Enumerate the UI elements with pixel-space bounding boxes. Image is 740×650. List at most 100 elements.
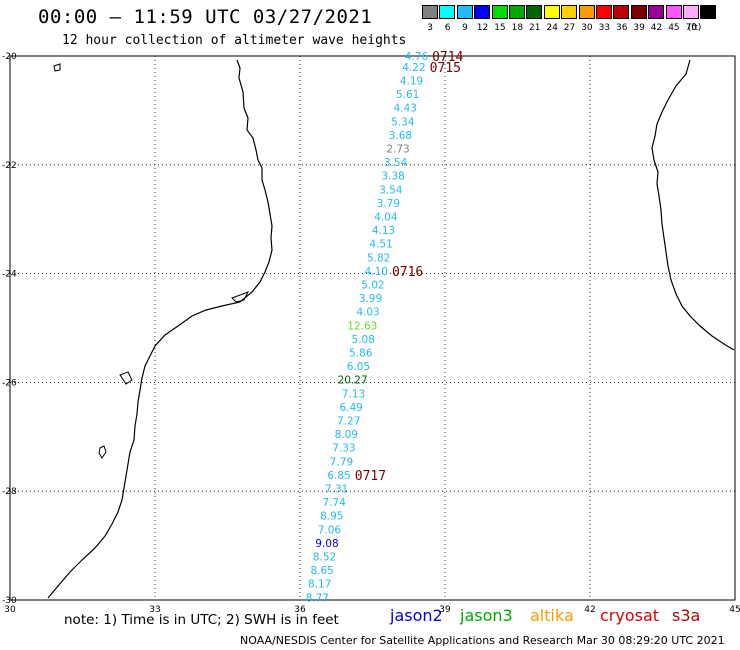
satellite-jason2-label: jason2 <box>390 606 443 625</box>
inland-lake <box>119 371 133 385</box>
swh-value: 7.06 <box>318 524 342 536</box>
legend-swatch <box>700 5 717 19</box>
legend-swatch <box>648 5 665 19</box>
swh-value: 4.22 <box>402 62 425 74</box>
satellite-track: 4.764.224.195.614.435.343.682.733.543.38… <box>306 50 464 604</box>
axis-ticks: 30 33 36 39 42 45 -20 -22 -24 -26 -28 -30 <box>2 52 740 615</box>
legend-swatch <box>613 5 630 19</box>
legend-swatch <box>456 5 473 19</box>
legend-label: 39 <box>633 23 645 33</box>
satellite-jason3-label: jason3 <box>460 606 513 625</box>
swh-value: 8.77 <box>306 592 329 604</box>
swh-value: 2.73 <box>386 143 409 155</box>
legend-label: 30 <box>581 23 593 33</box>
swh-value: 5.08 <box>352 334 375 346</box>
swh-value: 7.33 <box>332 443 355 455</box>
map-subtitle: 12 hour collection of altimeter wave hei… <box>62 33 407 48</box>
swh-value: 4.13 <box>372 225 395 237</box>
swh-value: 4.04 <box>374 211 398 223</box>
time-label: 0715 <box>430 61 461 76</box>
swh-value: 3.79 <box>377 198 400 210</box>
legend-swatch <box>526 5 543 19</box>
swh-value: 5.61 <box>396 89 419 101</box>
lat-tick-label: -26 <box>2 378 17 388</box>
swh-value: 7.13 <box>342 388 365 400</box>
legend-label: 21 <box>529 23 541 33</box>
legend-swatch <box>543 5 560 19</box>
africa-coastline <box>47 59 273 599</box>
legend-label: 70 <box>685 23 698 33</box>
legend-swatch <box>630 5 647 19</box>
lat-tick-label: -22 <box>2 161 17 171</box>
lat-tick-label: -30 <box>2 596 17 606</box>
lat-lon-grid <box>10 56 735 600</box>
lon-tick-label: 42 <box>584 605 595 615</box>
legend-label: 36 <box>616 23 628 33</box>
satellite-altika-label: altika <box>530 606 574 625</box>
legend-label: 33 <box>598 23 611 33</box>
swh-value: 5.82 <box>367 252 390 264</box>
footer-note: note: 1) Time is in UTC; 2) SWH is in fe… <box>64 612 339 628</box>
legend-swatch <box>491 5 508 19</box>
lat-tick-label: -20 <box>2 52 17 62</box>
lon-tick-label: 39 <box>439 605 451 615</box>
swh-value: 8.95 <box>320 511 343 523</box>
legend-label: 6 <box>444 23 451 33</box>
swh-value: 8.09 <box>335 429 358 441</box>
legend-swatch <box>578 5 595 19</box>
swh-value: 6.49 <box>339 402 362 414</box>
swh-value: 7.27 <box>337 415 360 427</box>
swh-value: 4.51 <box>369 239 392 251</box>
legend-label: 18 <box>511 23 524 33</box>
swh-value: 12.63 <box>347 320 377 332</box>
time-label: 0716 <box>392 265 423 280</box>
legend-swatch <box>665 5 682 19</box>
legend-label: 15 <box>494 23 506 33</box>
lon-tick-label: 33 <box>149 605 160 615</box>
swh-value: 6.05 <box>347 361 370 373</box>
lat-tick-label: -24 <box>2 270 17 280</box>
inland-lake <box>53 63 61 72</box>
plot-frame <box>9 55 736 601</box>
swh-value: 8.17 <box>308 579 331 591</box>
swh-value: 3.54 <box>379 184 403 196</box>
lon-tick-label: 45 <box>729 605 740 615</box>
swh-value: 9.08 <box>315 538 338 550</box>
satellite-cryosat-label: cryosat <box>600 606 660 625</box>
legend-label: 42 <box>650 23 663 33</box>
swh-value: 8.52 <box>313 551 336 563</box>
swh-value: 7.79 <box>330 456 353 468</box>
legend-swatch <box>474 5 491 19</box>
credit-line: NOAA/NESDIS Center for Satellite Applica… <box>240 634 725 647</box>
satellite-s3a-label: s3a <box>672 606 701 625</box>
legend-swatch <box>683 5 699 19</box>
legend-label: 9 <box>462 23 468 33</box>
inland-lake <box>98 445 107 459</box>
legend-swatch <box>561 5 578 19</box>
swh-value: 4.10 <box>365 266 388 278</box>
swh-value: 3.68 <box>389 130 412 142</box>
swh-value: 6.85 <box>327 470 350 482</box>
swh-value: 4.43 <box>394 103 417 115</box>
swh-value: 4.19 <box>400 75 423 87</box>
swh-value: 4.76 <box>405 51 429 63</box>
legend-swatch <box>422 5 438 19</box>
legend-label: 3 <box>427 23 434 33</box>
swh-value: 5.02 <box>361 279 384 291</box>
legend-swatch <box>596 5 612 19</box>
lon-tick-label: 36 <box>294 605 306 615</box>
swh-value: 7.31 <box>325 483 348 495</box>
legend-label: 12 <box>476 23 489 33</box>
swh-value: 20.27 <box>338 375 368 387</box>
legend-swatch <box>509 5 525 19</box>
map-title: 00:00 – 11:59 UTC 03/27/2021 <box>38 6 373 28</box>
legend-label: 24 <box>546 23 558 33</box>
swh-value: 8.65 <box>310 565 333 577</box>
lon-tick-label: 30 <box>4 605 16 615</box>
time-label: 0717 <box>355 469 386 484</box>
swh-value: 3.54 <box>384 157 408 169</box>
swh-value: 5.34 <box>391 116 415 128</box>
legend-swatch <box>439 5 456 19</box>
madagascar-coastline <box>651 59 735 351</box>
